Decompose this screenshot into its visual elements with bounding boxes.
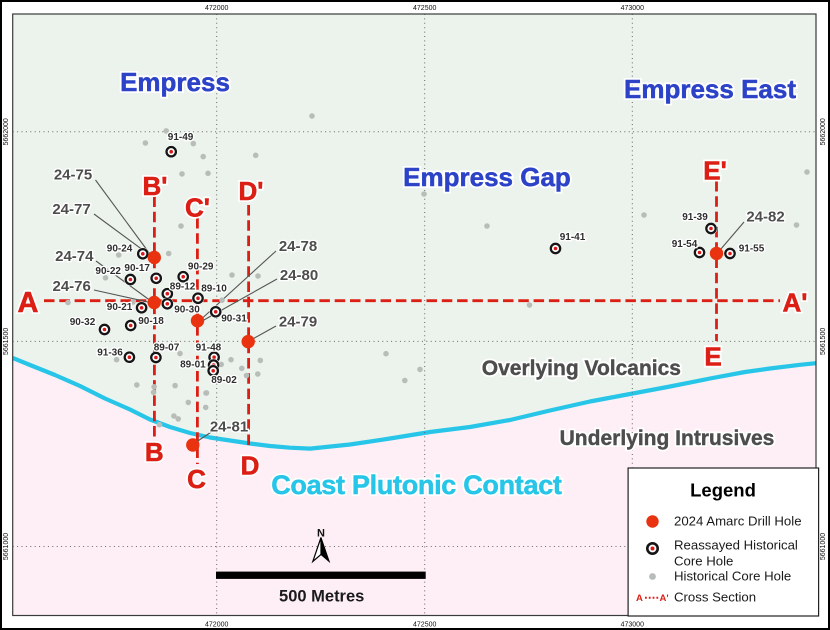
svg-text:24-82: 24-82 xyxy=(746,209,784,226)
svg-text:E': E' xyxy=(703,155,727,185)
svg-text:D: D xyxy=(241,450,260,480)
svg-text:91-48: 91-48 xyxy=(196,342,222,353)
svg-text:91-36: 91-36 xyxy=(97,348,123,359)
svg-text:500 Metres: 500 Metres xyxy=(279,588,364,606)
svg-text:90-18: 90-18 xyxy=(138,316,164,327)
svg-text:2024 Amarc Drill Hole: 2024 Amarc Drill Hole xyxy=(674,514,802,529)
svg-text:24-74: 24-74 xyxy=(55,248,94,265)
svg-text:89-07: 89-07 xyxy=(154,342,180,353)
svg-text:472500: 472500 xyxy=(413,622,436,629)
svg-text:E: E xyxy=(704,341,721,371)
svg-text:89-12: 89-12 xyxy=(170,282,196,293)
svg-text:91-49: 91-49 xyxy=(168,132,194,143)
svg-text:90-24: 90-24 xyxy=(107,244,133,255)
svg-text:A: A xyxy=(18,287,39,319)
svg-text:Underlying Intrusives: Underlying Intrusives xyxy=(560,427,775,450)
svg-text:A: A xyxy=(18,287,39,319)
svg-text:24-77: 24-77 xyxy=(52,201,90,218)
svg-text:5662000: 5662000 xyxy=(820,118,827,145)
svg-text:24-76: 24-76 xyxy=(53,278,91,295)
svg-text:Legend: Legend xyxy=(690,480,756,501)
svg-text:91-55: 91-55 xyxy=(739,244,765,255)
svg-text:C: C xyxy=(187,464,206,494)
svg-text:472000: 472000 xyxy=(205,5,228,12)
svg-text:Empress Gap: Empress Gap xyxy=(403,162,571,192)
svg-text:Coast Plutonic Contact: Coast Plutonic Contact xyxy=(271,470,562,500)
svg-text:Empress: Empress xyxy=(120,67,230,97)
svg-text:89-10: 89-10 xyxy=(201,284,227,295)
svg-text:C': C' xyxy=(185,192,210,222)
svg-text:5661000: 5661000 xyxy=(820,533,827,560)
svg-text:B': B' xyxy=(143,171,168,201)
svg-text:Reassayed Historical: Reassayed Historical xyxy=(674,538,798,553)
svg-text:90-21: 90-21 xyxy=(107,302,133,313)
svg-text:E': E' xyxy=(703,155,727,185)
svg-text:91-41: 91-41 xyxy=(560,232,586,243)
svg-text:Historical Core Hole: Historical Core Hole xyxy=(674,569,791,584)
svg-text:Overlying Volcanics: Overlying Volcanics xyxy=(482,357,681,380)
svg-text:D': D' xyxy=(239,176,264,206)
svg-text:24-80: 24-80 xyxy=(280,267,318,284)
svg-text:D': D' xyxy=(239,176,264,206)
svg-text:5662000: 5662000 xyxy=(3,118,10,145)
svg-text:5661500: 5661500 xyxy=(820,328,827,355)
svg-text:N: N xyxy=(317,528,325,540)
svg-text:A': A' xyxy=(660,593,669,604)
svg-text:473000: 473000 xyxy=(621,5,644,12)
svg-text:91-39: 91-39 xyxy=(682,212,708,223)
svg-text:C': C' xyxy=(185,192,210,222)
svg-text:89-02: 89-02 xyxy=(211,375,237,386)
svg-text:Empress Gap: Empress Gap xyxy=(403,162,571,192)
svg-text:Coast Plutonic Contact: Coast Plutonic Contact xyxy=(271,470,562,500)
svg-text:472500: 472500 xyxy=(413,5,436,12)
svg-text:24-78: 24-78 xyxy=(279,238,317,255)
svg-text:Core Hole: Core Hole xyxy=(674,554,733,569)
svg-text:90-29: 90-29 xyxy=(188,262,214,273)
svg-text:90-17: 90-17 xyxy=(124,263,150,274)
svg-text:C: C xyxy=(187,464,206,494)
svg-text:Underlying Intrusives: Underlying Intrusives xyxy=(560,427,775,450)
svg-text:A': A' xyxy=(783,287,808,317)
svg-text:24-81: 24-81 xyxy=(210,419,248,436)
svg-text:D: D xyxy=(241,450,260,480)
svg-text:A: A xyxy=(636,593,643,604)
svg-text:5661000: 5661000 xyxy=(3,533,10,560)
svg-text:90-32: 90-32 xyxy=(70,317,96,328)
svg-text:B': B' xyxy=(143,171,168,201)
svg-text:B: B xyxy=(145,437,164,467)
svg-text:5661500: 5661500 xyxy=(3,328,10,355)
svg-text:90-30: 90-30 xyxy=(174,305,200,316)
svg-text:472000: 472000 xyxy=(205,622,228,629)
svg-text:24-79: 24-79 xyxy=(279,314,317,331)
svg-text:89-01: 89-01 xyxy=(180,359,206,370)
svg-text:Overlying Volcanics: Overlying Volcanics xyxy=(482,357,681,380)
svg-text:90-22: 90-22 xyxy=(95,266,121,277)
svg-text:Empress East: Empress East xyxy=(624,74,796,104)
svg-text:24-75: 24-75 xyxy=(54,167,92,184)
svg-text:91-54: 91-54 xyxy=(672,239,698,250)
svg-text:Empress East: Empress East xyxy=(624,74,796,104)
svg-text:90-31: 90-31 xyxy=(221,314,247,325)
svg-text:Empress: Empress xyxy=(120,67,230,97)
svg-text:E: E xyxy=(704,341,721,371)
svg-text:A': A' xyxy=(783,287,808,317)
svg-text:473000: 473000 xyxy=(621,622,644,629)
svg-text:Cross Section: Cross Section xyxy=(674,590,756,605)
svg-text:B: B xyxy=(145,437,164,467)
